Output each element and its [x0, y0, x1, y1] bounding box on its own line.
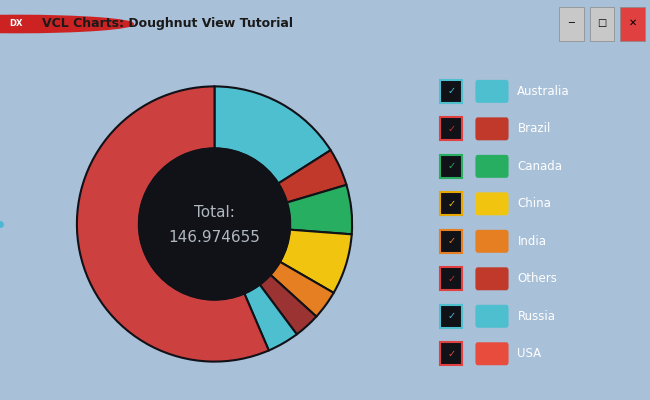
- FancyBboxPatch shape: [440, 342, 462, 365]
- FancyBboxPatch shape: [440, 80, 462, 103]
- FancyBboxPatch shape: [475, 192, 508, 215]
- Wedge shape: [280, 230, 352, 293]
- FancyBboxPatch shape: [475, 155, 508, 178]
- Text: Russia: Russia: [517, 310, 555, 323]
- Wedge shape: [244, 285, 297, 350]
- Circle shape: [0, 15, 133, 33]
- Wedge shape: [287, 185, 352, 234]
- Text: Canada: Canada: [517, 160, 562, 173]
- Text: ✕: ✕: [629, 18, 636, 28]
- FancyBboxPatch shape: [440, 230, 462, 253]
- FancyBboxPatch shape: [440, 267, 462, 290]
- Wedge shape: [270, 262, 333, 316]
- Text: ✓: ✓: [447, 86, 455, 96]
- Text: ✓: ✓: [447, 124, 455, 134]
- Text: India: India: [517, 235, 547, 248]
- FancyBboxPatch shape: [590, 7, 614, 41]
- Text: ✓: ✓: [447, 274, 455, 284]
- Wedge shape: [214, 86, 331, 184]
- FancyBboxPatch shape: [475, 305, 508, 328]
- Text: □: □: [597, 18, 606, 28]
- FancyBboxPatch shape: [475, 267, 508, 290]
- Text: ✓: ✓: [447, 161, 455, 171]
- FancyBboxPatch shape: [559, 7, 584, 41]
- Text: ✓: ✓: [447, 349, 455, 359]
- FancyBboxPatch shape: [475, 342, 508, 365]
- Text: ✓: ✓: [447, 311, 455, 321]
- FancyBboxPatch shape: [440, 192, 462, 215]
- FancyBboxPatch shape: [475, 80, 508, 103]
- Text: 146.974655: 146.974655: [168, 230, 261, 245]
- FancyBboxPatch shape: [440, 155, 462, 178]
- Text: ✓: ✓: [447, 236, 455, 246]
- FancyBboxPatch shape: [475, 230, 508, 253]
- Wedge shape: [278, 150, 346, 202]
- FancyBboxPatch shape: [475, 117, 508, 140]
- Text: ✓: ✓: [447, 199, 455, 209]
- FancyBboxPatch shape: [620, 7, 645, 41]
- Wedge shape: [77, 86, 269, 362]
- Text: China: China: [517, 197, 551, 210]
- Text: DX: DX: [10, 20, 23, 28]
- Circle shape: [139, 148, 290, 300]
- Text: VCL Charts: Doughnut View Tutorial: VCL Charts: Doughnut View Tutorial: [42, 18, 293, 30]
- Text: Australia: Australia: [517, 85, 570, 98]
- Text: Others: Others: [517, 272, 557, 285]
- Text: Total:: Total:: [194, 206, 235, 220]
- FancyBboxPatch shape: [440, 117, 462, 140]
- Text: USA: USA: [517, 347, 541, 360]
- FancyBboxPatch shape: [440, 305, 462, 328]
- Wedge shape: [260, 275, 317, 334]
- Text: ─: ─: [568, 18, 575, 28]
- Text: Brazil: Brazil: [517, 122, 551, 135]
